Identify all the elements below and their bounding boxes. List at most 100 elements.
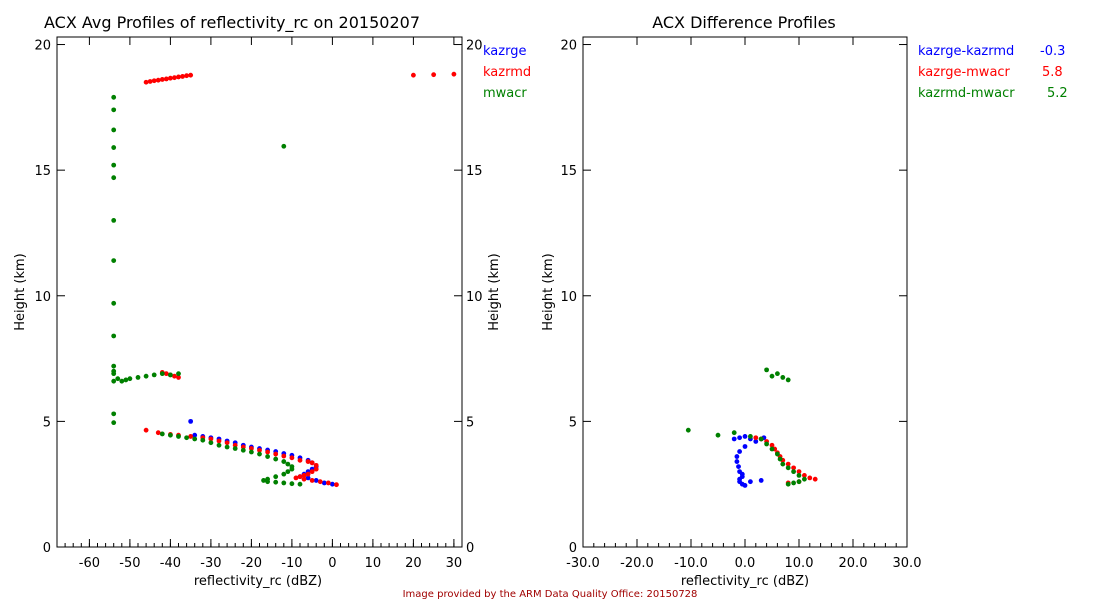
point-kazrge-kazrmd: [734, 459, 740, 464]
x-tick-label: -30: [200, 556, 221, 571]
point-mwacr: [240, 447, 246, 453]
point-kazrmd-mwacr: [796, 472, 802, 478]
x-tick-label: -10: [281, 556, 302, 571]
right-chart: ACX Difference Profiles -30.0 -20.0 -10.0 0…: [541, 13, 1068, 589]
point-mwacr: [111, 94, 117, 100]
point-mwacr: [111, 378, 117, 384]
y-tick-label: 20: [560, 39, 577, 54]
point-mwacr: [123, 377, 129, 383]
left-legend: kazrge kazrmd mwacr: [483, 44, 531, 101]
x-tick-label: -20.0: [620, 556, 654, 571]
point-kazrmd-mwacr: [775, 451, 780, 457]
point-kazrmd: [257, 447, 262, 453]
point-mwacr: [111, 258, 117, 263]
legend-kazrge-kazrmd: kazrge-kazrmd: [918, 44, 1014, 59]
right-y-label: Height (km): [541, 253, 556, 330]
point-kazrmd: [297, 457, 303, 463]
x-tick-label: 30.0: [893, 556, 922, 571]
y-tick-label: 5: [43, 415, 51, 430]
left-chart: ACX Avg Profiles of reflectivity_rc on 2…: [13, 13, 531, 589]
point-mwacr: [281, 143, 287, 149]
point-kazrmd-mwacr: [785, 481, 791, 487]
y-tick-label: 15: [34, 164, 51, 179]
point-kazrmd: [208, 436, 214, 442]
point-kazrmd: [155, 430, 161, 436]
right-y-axis: 0 5 10 15 20: [560, 39, 907, 556]
left-x-axis: -60 -50 -40 -30 -20 -10 0 10 20 30: [56, 37, 463, 571]
point-kazrmd-mwacr: [758, 436, 764, 442]
point-mwacr: [285, 469, 291, 475]
x-tick-label: 30: [446, 556, 463, 571]
point-mwacr: [127, 376, 133, 382]
point-kazrge: [330, 481, 335, 487]
point-kazrmd: [334, 482, 339, 488]
legend-kazrge-kazrmd-value: -0.3: [1040, 44, 1065, 59]
y-tick-label: 0: [569, 541, 577, 556]
point-kazrmd: [313, 462, 319, 468]
y-tick-label-right: 20: [466, 39, 483, 54]
left-y-label-right: Height (km): [487, 253, 502, 330]
point-kazrmd-mwacr: [715, 432, 721, 438]
right-plot-frame: [582, 36, 908, 548]
point-kazrge-kazrmd: [742, 483, 748, 488]
point-kazrmd-mwacr: [685, 427, 691, 433]
point-mwacr: [184, 435, 190, 441]
footer-credit: Image provided by the ARM Data Quality O…: [403, 589, 698, 600]
point-mwacr: [159, 431, 165, 437]
right-legend: kazrge-kazrmd -0.3 kazrge-mwacr 5.8 kazr…: [918, 44, 1068, 101]
legend-kazrmd-mwacr: kazrmd-mwacr: [918, 86, 1015, 101]
point-mwacr: [111, 162, 117, 168]
point-kazrmd: [143, 427, 149, 433]
point-kazrge-kazrmd: [753, 439, 759, 444]
point-mwacr: [111, 175, 117, 181]
point-mwacr: [176, 371, 181, 377]
point-kazrge-mwacr: [802, 472, 807, 478]
right-chart-title: ACX Difference Profiles: [652, 13, 836, 32]
y-tick-label: 10: [560, 290, 577, 305]
point-mwacr: [285, 461, 291, 467]
legend-kazrge-mwacr: kazrge-mwacr: [918, 65, 1011, 80]
point-mwacr: [216, 442, 222, 448]
point-kazrmd: [301, 472, 307, 478]
point-kazrge-kazrmd: [742, 434, 748, 439]
y-tick-label: 0: [43, 541, 51, 556]
point-mwacr: [119, 378, 125, 384]
point-kazrge-mwacr: [753, 435, 759, 441]
point-mwacr: [159, 371, 165, 377]
point-mwacr: [281, 459, 287, 464]
point-mwacr: [111, 420, 117, 426]
left-y-axis: 0 5 10 15 20: [34, 39, 462, 556]
point-mwacr: [265, 479, 270, 485]
x-tick-label: 0.0: [735, 556, 756, 571]
point-kazrmd: [176, 375, 181, 380]
left-chart-title: ACX Avg Profiles of reflectivity_rc on 2…: [44, 13, 420, 33]
point-mwacr: [168, 372, 173, 378]
point-kazrmd-mwacr: [785, 377, 791, 383]
point-kazrmd: [309, 478, 315, 483]
point-kazrmd-mwacr: [731, 430, 737, 436]
legend-kazrge-mwacr-value: 5.8: [1042, 65, 1063, 80]
point-kazrmd: [163, 76, 169, 82]
point-kazrmd-mwacr: [769, 373, 775, 379]
point-kazrmd: [155, 77, 161, 83]
point-kazrmd: [431, 72, 437, 78]
point-kazrmd: [317, 479, 323, 485]
left-x-label: reflectivity_rc (dBZ): [194, 574, 322, 589]
legend-kazrmd: kazrmd: [483, 65, 531, 80]
point-mwacr: [232, 446, 238, 451]
point-kazrge: [321, 480, 327, 486]
legend-kazrmd-mwacr-value: 5.2: [1047, 86, 1068, 101]
point-kazrge-kazrmd: [758, 478, 764, 483]
point-mwacr: [111, 333, 117, 339]
point-mwacr: [111, 127, 117, 133]
x-tick-label: -20: [241, 556, 262, 571]
point-kazrge-mwacr: [769, 442, 775, 448]
right-x-axis: -30.0 -20.0 -10.0 0.0 10.0 20.0 30.0: [566, 37, 921, 571]
point-kazrge-mwacr: [796, 469, 802, 475]
point-mwacr: [273, 479, 279, 485]
point-kazrge-kazrmd: [731, 436, 737, 442]
y-tick-label: 5: [569, 415, 577, 430]
x-tick-label: 10: [365, 556, 382, 571]
point-kazrge: [313, 478, 319, 483]
